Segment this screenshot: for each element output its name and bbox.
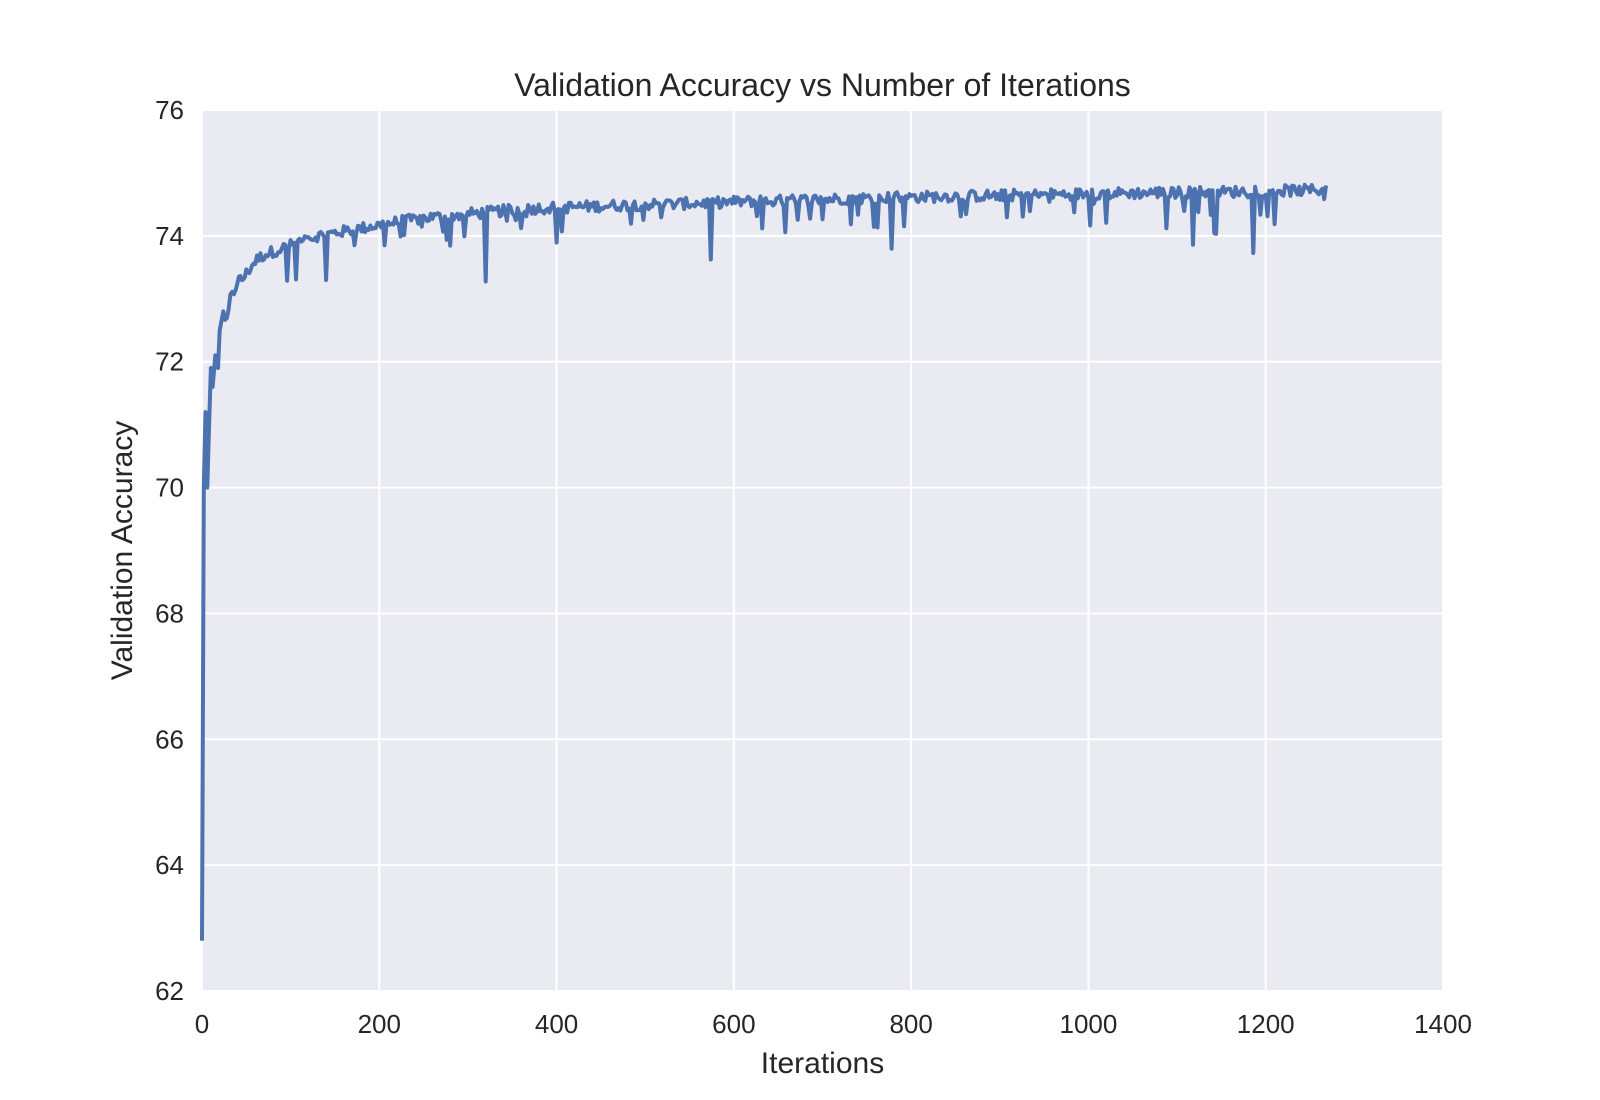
x-tick-label: 1400 [1414,1009,1472,1039]
y-axis-ticks: 62 64 66 68 70 72 74 76 [155,95,184,1006]
y-tick-label: 70 [155,473,184,503]
x-tick-label: 800 [889,1009,932,1039]
x-tick-label: 1000 [1060,1009,1118,1039]
x-axis-ticks: 0 200 400 600 800 1000 1200 1400 [195,1009,1472,1039]
y-axis-label: Validation Accuracy [106,421,139,681]
y-tick-label: 74 [155,221,184,251]
y-tick-label: 72 [155,347,184,377]
x-tick-label: 600 [712,1009,755,1039]
x-axis-label: Iterations [761,1047,884,1080]
series-layer [200,182,1328,941]
x-tick-label: 0 [195,1009,209,1039]
series-line-0 [200,182,1328,941]
y-tick-label: 62 [155,976,184,1006]
y-tick-label: 64 [155,850,184,880]
y-tick-label: 76 [155,95,184,125]
chart-title: Validation Accuracy vs Number of Iterati… [514,67,1131,103]
grid-lines [201,109,1444,992]
y-tick-label: 68 [155,598,184,628]
x-tick-label: 200 [358,1009,401,1039]
x-tick-label: 400 [535,1009,578,1039]
x-tick-label: 1200 [1237,1009,1295,1039]
plot-area [202,110,1443,991]
y-tick-label: 66 [155,724,184,754]
